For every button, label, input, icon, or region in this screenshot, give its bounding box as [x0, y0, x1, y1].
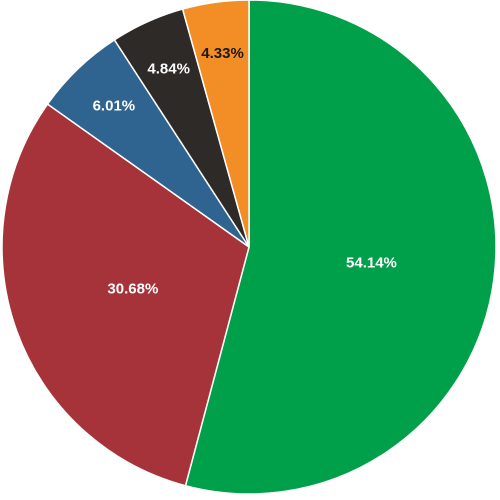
pie-slice-4	[181, 0, 250, 248]
pie-slice-label-2: 6.01%	[93, 98, 136, 115]
pie-slice-label-1: 30.68%	[107, 280, 158, 297]
pie-slice-label-4: 4.33%	[201, 45, 244, 62]
pie-slice-0	[184, 0, 497, 495]
pie-slice-label-0: 54.14%	[346, 255, 397, 272]
labels-group: 54.14% 30.68% 6.01% 4.84% 4.33%	[93, 45, 397, 297]
pie-slice-label-3: 4.84%	[147, 61, 190, 78]
pie-slice-1	[1, 103, 250, 487]
